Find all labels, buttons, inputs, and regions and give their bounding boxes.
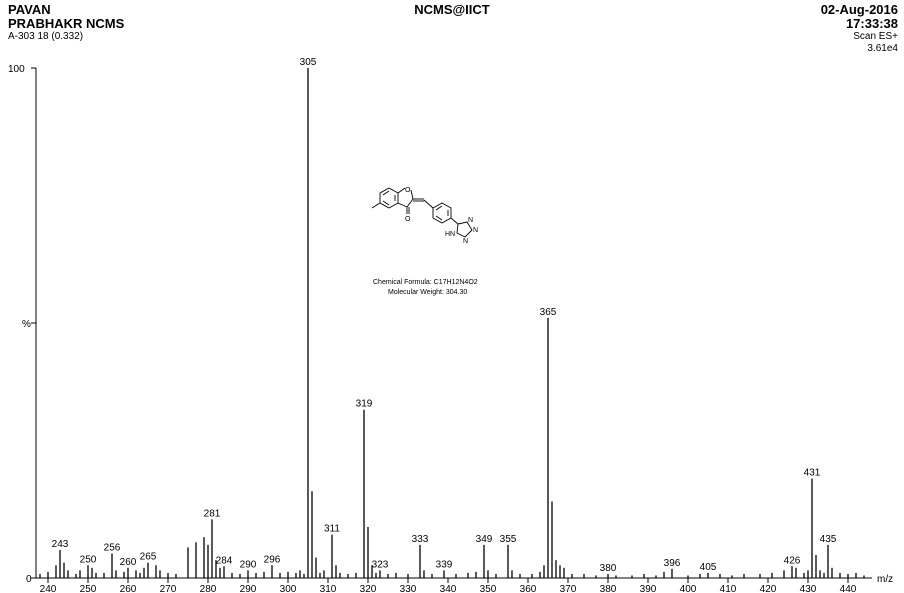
x-tick-label-400: 400 (680, 584, 697, 593)
x-tick-label-440: 440 (840, 584, 857, 593)
x-ticks: 240 250 260 270 280 290 300 310 320 330 340 350 360 3… (40, 578, 857, 593)
peak-label-426: 426 (784, 555, 801, 566)
x-tick-label-370: 370 (560, 584, 577, 593)
x-tick-label-280: 280 (200, 584, 217, 593)
peak-label-405: 405 (700, 562, 717, 573)
y-tick-label-0: 0 (26, 574, 32, 585)
operator-name: PAVAN (8, 2, 51, 17)
x-tick-label-430: 430 (800, 584, 817, 593)
peak-label-265: 265 (140, 552, 157, 563)
x-tick-label-350: 350 (480, 584, 497, 593)
peak-label-355: 355 (500, 534, 517, 545)
peak-label-290: 290 (240, 559, 257, 570)
instrument-name: NCMS@IICT (414, 2, 490, 17)
molecular-weight: Molecular Weight: 304.30 (388, 289, 467, 296)
peak-label-250: 250 (80, 554, 97, 565)
y-tick-label-percent: % (22, 319, 31, 330)
scan-mode: Scan ES+ (853, 31, 898, 42)
chemical-formula: Chemical Formula: C17H12N4O2 (373, 279, 478, 286)
peak-labels: 243 250 256 260 265 281 284 290 296 305 311 319 323 3… (52, 57, 837, 574)
peak-label-305: 305 (300, 57, 317, 68)
x-tick-label-320: 320 (360, 584, 377, 593)
peaks (39, 68, 865, 578)
peak-label-256: 256 (104, 543, 121, 554)
peak-label-319: 319 (356, 399, 373, 410)
peak-label-431: 431 (804, 468, 821, 479)
peak-label-396: 396 (664, 558, 681, 569)
x-tick-label-260: 260 (120, 584, 137, 593)
acquisition-date: 02-Aug-2016 (820, 2, 898, 17)
x-tick-label-310: 310 (320, 584, 337, 593)
peak-label-339: 339 (436, 559, 453, 570)
peak-label-380: 380 (600, 563, 617, 574)
x-tick-label-390: 390 (640, 584, 657, 593)
x-tick-label-290: 290 (240, 584, 257, 593)
peak-label-349: 349 (476, 534, 493, 545)
carbonyl-oxygen-label: O (405, 216, 411, 223)
peak-label-281: 281 (204, 508, 221, 519)
max-intensity: 3.61e4 (867, 43, 898, 54)
x-tick-label-420: 420 (760, 584, 777, 593)
x-tick-label-270: 270 (160, 584, 177, 593)
x-tick-label-340: 340 (440, 584, 457, 593)
peak-label-311: 311 (324, 524, 340, 535)
ring-oxygen-label: O (405, 187, 411, 194)
x-tick-label-300: 300 (280, 584, 297, 593)
tetrazole-nh-label: HN (445, 231, 455, 238)
peak-label-365: 365 (540, 307, 557, 318)
x-tick-label-380: 380 (600, 584, 617, 593)
peak-label-323: 323 (372, 559, 389, 570)
peak-label-296: 296 (264, 554, 281, 565)
peak-label-284: 284 (216, 555, 233, 566)
chemical-structure (371, 187, 473, 238)
y-tick-label-100: 100 (8, 64, 25, 75)
x-tick-label-410: 410 (720, 584, 737, 593)
x-tick-label-240: 240 (40, 584, 57, 593)
x-tick-label-360: 360 (520, 584, 537, 593)
peak-label-260: 260 (120, 557, 137, 568)
peak-label-333: 333 (412, 534, 429, 545)
x-axis-label: m/z (877, 574, 893, 585)
peak-label-435: 435 (820, 534, 837, 545)
acquisition-time: 17:33:38 (845, 16, 898, 31)
tetrazole-n1-label: N (468, 217, 473, 224)
operator-group: PRABHAKR NCMS (8, 16, 125, 31)
tetrazole-n3-label: N (463, 238, 468, 245)
x-tick-label-250: 250 (80, 584, 97, 593)
sample-id: A-303 18 (0.332) (8, 31, 84, 42)
peak-label-243: 243 (52, 539, 69, 550)
x-tick-label-330: 330 (400, 584, 417, 593)
tetrazole-n2-label: N (473, 227, 478, 234)
